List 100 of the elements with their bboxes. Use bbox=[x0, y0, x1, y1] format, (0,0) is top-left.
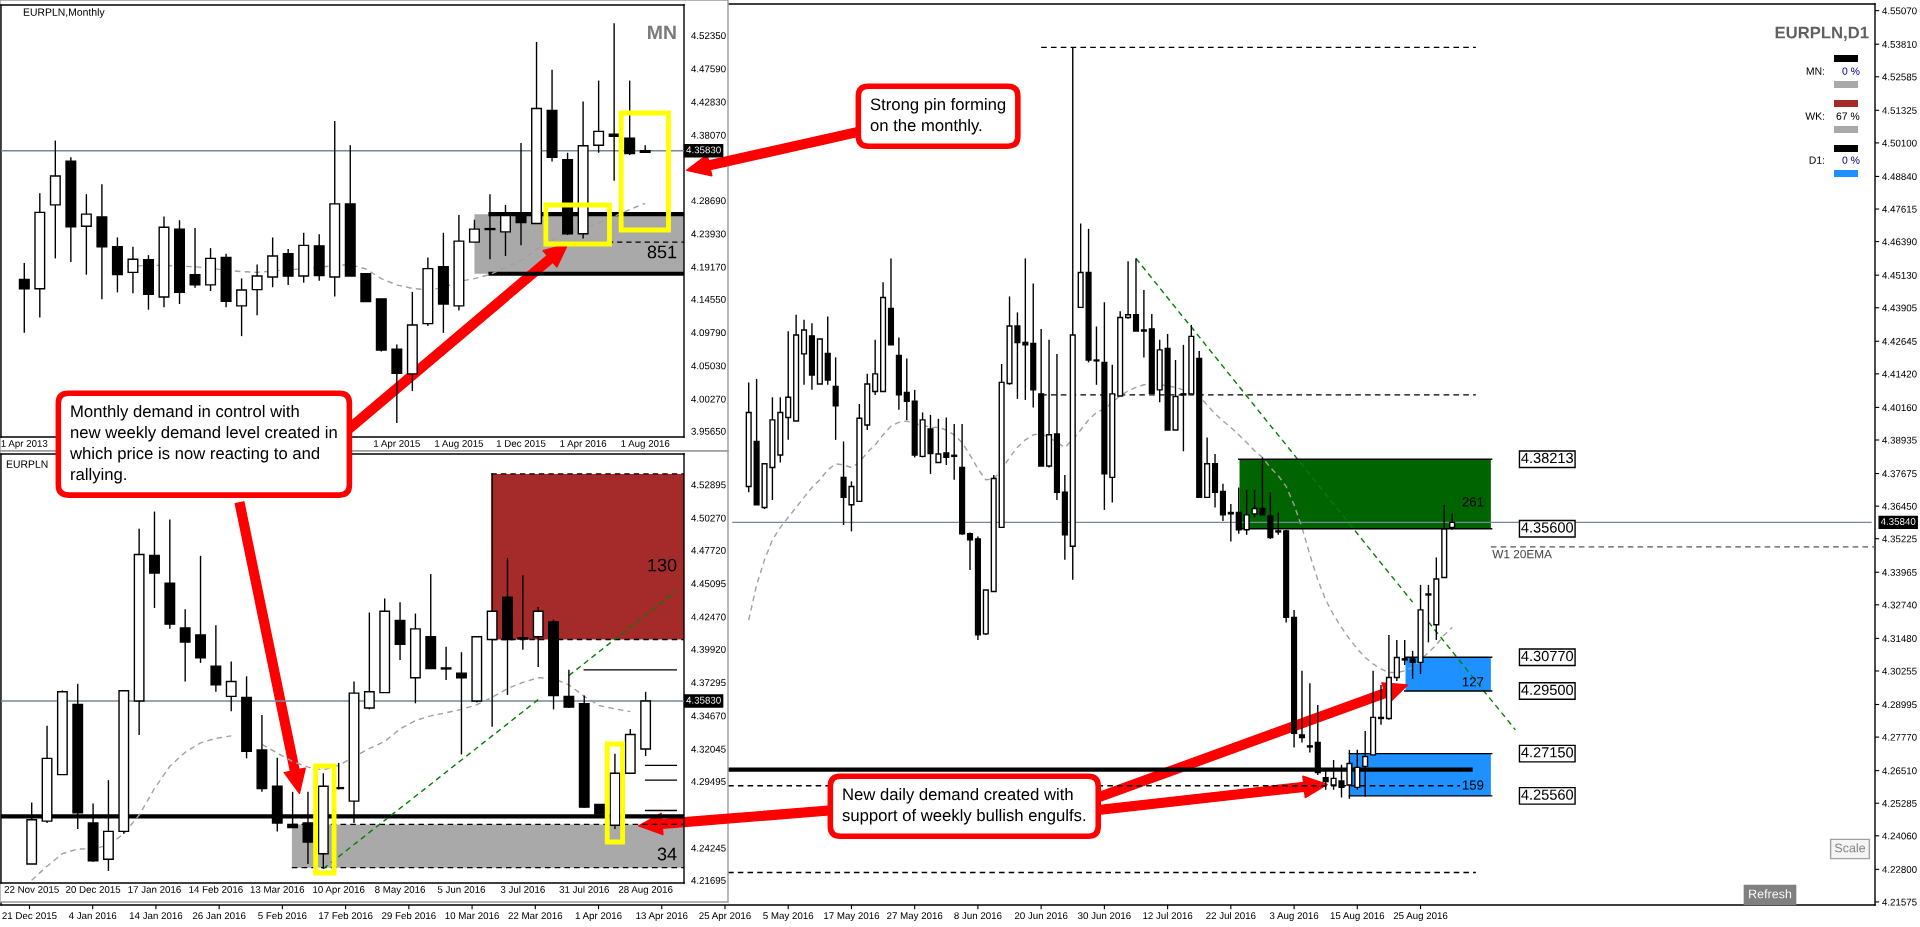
candlestick bbox=[468, 219, 480, 243]
y-tick-label: 4.09790 bbox=[691, 329, 726, 337]
y-tick-label: 4.42645 bbox=[1882, 338, 1917, 345]
candlestick bbox=[267, 236, 279, 288]
x-tick-label: 13 Mar 2016 bbox=[250, 886, 305, 893]
x-tick-label: 5 Feb 2016 bbox=[258, 911, 307, 920]
y-tick-label: 4.37675 bbox=[1882, 470, 1917, 478]
candlestick bbox=[363, 611, 375, 711]
y-tick-label: 4.37295 bbox=[691, 679, 726, 687]
y-tick-label: 4.50270 bbox=[691, 514, 726, 522]
x-tick-label: 1 Apr 2016 bbox=[575, 912, 622, 922]
x-tick-label: 5 May 2016 bbox=[763, 912, 814, 922]
candlestick bbox=[800, 319, 808, 386]
candlestick bbox=[127, 246, 139, 294]
band-label: 127 bbox=[1462, 677, 1484, 687]
y-tick-label: 4.30255 bbox=[1882, 667, 1917, 675]
chart-title: EURPLN,Monthly bbox=[23, 8, 105, 18]
candlestick bbox=[563, 669, 575, 709]
candlestick bbox=[1393, 639, 1400, 682]
text: 4.25560 bbox=[1521, 789, 1574, 800]
y-tick-label: 4.32045 bbox=[691, 745, 726, 753]
x-tick-label: 22 Mar 2016 bbox=[508, 912, 563, 920]
x-tick-label: 3 Jul 2016 bbox=[500, 885, 545, 893]
candlestick bbox=[832, 356, 839, 441]
x-tick-label: 25 Apr 2016 bbox=[699, 912, 751, 922]
annotation: MN: bbox=[1806, 67, 1825, 75]
band-label: 34 bbox=[657, 847, 677, 861]
candlestick bbox=[593, 79, 605, 154]
y-tick-label: 4.47615 bbox=[1882, 205, 1917, 213]
candlestick bbox=[189, 227, 201, 289]
x-tick-label: 12 Jul 2016 bbox=[1143, 911, 1193, 920]
annotation: 67 % bbox=[1836, 112, 1860, 120]
x-tick-label: 31 Jul 2016 bbox=[559, 885, 609, 893]
candlestick bbox=[903, 357, 910, 421]
annotation: Scale bbox=[1834, 843, 1866, 853]
y-tick-label: 4.52585 bbox=[1882, 73, 1917, 81]
y-tick-label: 4.31480 bbox=[1882, 635, 1917, 642]
candlestick bbox=[943, 416, 950, 466]
y-tick-label: 4.48840 bbox=[1882, 173, 1917, 181]
x-tick-label: 10 Mar 2016 bbox=[445, 912, 499, 920]
candlestick bbox=[785, 330, 792, 441]
text: 4.29500 bbox=[1521, 684, 1574, 695]
y-tick-label: 4.47720 bbox=[691, 546, 726, 554]
y-tick-label: 4.14550 bbox=[691, 295, 726, 303]
candlestick bbox=[872, 339, 879, 396]
y-tick-label: 4.47590 bbox=[691, 65, 726, 73]
x-tick-label: 4 Jan 2016 bbox=[68, 912, 117, 920]
y-tick-label: 4.05030 bbox=[691, 362, 726, 370]
x-tick-label: 1 Apr 2015 bbox=[374, 440, 420, 449]
annotation: New daily demand created with support of weekly bullish engulfs. bbox=[842, 788, 1086, 825]
text: 4.35600 bbox=[1521, 522, 1574, 533]
candlestick bbox=[1125, 260, 1132, 320]
y-tick-label: 4.00270 bbox=[691, 395, 726, 403]
y-tick-label: 4.52895 bbox=[691, 481, 726, 489]
candlestick bbox=[1140, 289, 1147, 359]
candlestick bbox=[1219, 483, 1226, 522]
y-tick-label: 4.25285 bbox=[1882, 799, 1917, 807]
y-tick-label: 4.38935 bbox=[1882, 436, 1917, 444]
x-tick-label: 1 Dec 2015 bbox=[496, 440, 546, 447]
candlestick bbox=[225, 660, 237, 712]
text: EURPLN,D1 bbox=[1775, 26, 1869, 41]
ref-line-label: 4.35830 bbox=[686, 696, 721, 704]
ref-line-label: W1 20EMA bbox=[1492, 549, 1552, 559]
x-tick-label: 28 Aug 2016 bbox=[618, 886, 673, 895]
y-tick-label: 4.24060 bbox=[1882, 832, 1917, 840]
y-tick-label: 4.36450 bbox=[1882, 502, 1917, 510]
y-tick-label: 4.32740 bbox=[1882, 601, 1917, 609]
candlestick bbox=[951, 423, 958, 481]
y-tick-label: 4.39920 bbox=[691, 645, 726, 653]
y-tick-label: 4.42470 bbox=[691, 613, 726, 621]
candlestick bbox=[236, 277, 248, 337]
y-tick-label: 4.26510 bbox=[1882, 767, 1917, 775]
candlestick bbox=[1377, 684, 1385, 726]
x-tick-label: 26 Jan 2016 bbox=[192, 912, 246, 920]
x-tick-label: 14 Jan 2016 bbox=[129, 912, 183, 920]
y-tick-label: 4.28690 bbox=[691, 197, 726, 205]
candlestick bbox=[624, 79, 636, 156]
y-tick-label: 4.53810 bbox=[1882, 40, 1917, 48]
band-label: 261 bbox=[1462, 497, 1484, 507]
y-tick-label: 4.19170 bbox=[691, 263, 726, 271]
x-tick-label: 25 Aug 2016 bbox=[1393, 912, 1448, 922]
y-tick-label: 4.34670 bbox=[691, 712, 726, 720]
annotation: 0 % bbox=[1842, 156, 1860, 164]
text: 4.27150 bbox=[1521, 747, 1574, 758]
x-tick-label: 1 Apr 2016 bbox=[560, 440, 607, 449]
x-tick-label: 3 Aug 2016 bbox=[1269, 912, 1319, 922]
series-label: 4.35840 bbox=[1880, 518, 1916, 525]
x-tick-label: 1 Aug 2016 bbox=[621, 440, 670, 449]
y-tick-label: 4.27770 bbox=[1882, 733, 1917, 741]
y-tick-label: 3.95650 bbox=[691, 427, 726, 435]
text: 4.38213 bbox=[1521, 452, 1573, 464]
band-label: 130 bbox=[648, 558, 677, 572]
y-tick-label: 4.40160 bbox=[1882, 404, 1917, 412]
candlestick bbox=[251, 263, 263, 316]
y-tick-label: 4.21695 bbox=[691, 877, 726, 884]
candlestick bbox=[195, 555, 206, 664]
text: 4.30770 bbox=[1521, 650, 1574, 662]
x-tick-label: 8 May 2016 bbox=[375, 886, 426, 895]
x-tick-label: 17 Feb 2016 bbox=[319, 911, 373, 920]
annotation: D1: bbox=[1809, 156, 1825, 164]
